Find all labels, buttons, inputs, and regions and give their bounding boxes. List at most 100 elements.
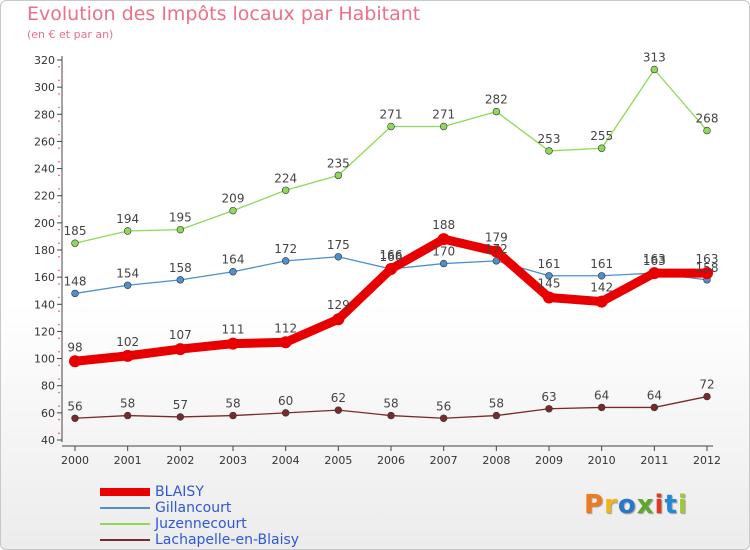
data-point-gillancourt <box>334 253 343 261</box>
y-minor-tick <box>58 133 60 136</box>
y-minor-tick <box>58 201 60 204</box>
data-label-juzennecourt: 235 <box>327 156 350 170</box>
data-label-juzennecourt: 268 <box>696 112 719 126</box>
legend-item-juzennecourt[interactable]: Juzennecourt <box>100 516 360 532</box>
y-minor-tick <box>58 228 60 231</box>
logo-letter: r <box>604 490 618 520</box>
data-label-juzennecourt: 271 <box>380 108 403 122</box>
y-tick-label: 200 <box>34 217 55 230</box>
data-point-gillancourt <box>71 289 79 298</box>
legend-label: BLAISY <box>155 484 204 500</box>
data-label-blaisy: 163 <box>643 252 666 266</box>
y-tick-label: 60 <box>41 407 55 420</box>
y-minor-tick <box>58 147 60 150</box>
data-point-lachapelle-en-blaisy <box>703 392 711 401</box>
data-label-blaisy: 112 <box>274 321 297 335</box>
data-label-lachapelle-en-blaisy: 56 <box>67 399 82 413</box>
legend-swatch-juzennecourt <box>100 523 150 525</box>
data-label-gillancourt: 154 <box>116 266 139 280</box>
y-minor-tick <box>58 106 60 109</box>
y-minor-tick <box>58 337 60 340</box>
proxiti-logo: Proxiti <box>584 490 688 520</box>
y-tick-label: 120 <box>34 325 55 338</box>
data-point-gillancourt <box>492 257 501 265</box>
data-point-blaisy <box>490 245 503 258</box>
data-point-blaisy <box>332 313 345 326</box>
x-tick-label: 2003 <box>219 454 247 467</box>
chart-title: Evolution des Impôts locaux par Habitant <box>27 3 421 25</box>
x-tick-label: 2011 <box>640 454 668 467</box>
chart-axes: 40 60 80 100 120 140 160 180 200 220 240 260 280 300 3… <box>34 54 721 467</box>
data-point-blaisy <box>227 337 239 350</box>
data-label-blaisy: 142 <box>590 281 613 295</box>
y-tick-label: 100 <box>34 353 55 366</box>
data-label-gillancourt: 161 <box>538 257 561 271</box>
data-point-blaisy <box>279 336 292 349</box>
data-point-juzennecourt <box>334 171 343 180</box>
legend-swatch-blaisy <box>100 488 150 496</box>
x-tick-label: 2009 <box>535 454 563 467</box>
legend-item-lachapelle-en-blaisy[interactable]: Lachapelle-en-Blaisy <box>100 532 360 548</box>
legend-swatch-gillancourt <box>100 507 150 509</box>
legend-item-blaisy[interactable]: BLAISY <box>100 484 360 500</box>
y-tick-label: 300 <box>34 81 55 94</box>
data-point-lachapelle-en-blaisy <box>123 411 132 420</box>
data-point-lachapelle-en-blaisy <box>545 405 553 413</box>
data-point-blaisy <box>543 291 555 304</box>
x-tick-label: 2012 <box>693 454 721 467</box>
data-point-blaisy <box>121 349 134 362</box>
data-label-lachapelle-en-blaisy: 58 <box>489 397 504 411</box>
y-minor-tick <box>58 215 60 217</box>
y-minor-tick <box>58 432 60 435</box>
x-tick-label: 2002 <box>166 454 194 467</box>
y-tick-label: 240 <box>34 163 55 176</box>
y-tick-label: 40 <box>41 434 55 447</box>
y-minor-tick <box>58 160 60 163</box>
data-label-gillancourt: 158 <box>696 261 719 275</box>
data-label-lachapelle-en-blaisy: 58 <box>225 397 240 411</box>
x-tick-label: 2007 <box>430 454 458 467</box>
y-minor-tick <box>58 93 60 95</box>
y-tick-label: 260 <box>34 135 55 148</box>
legend-label: Lachapelle-en-Blaisy <box>155 532 300 548</box>
data-label-blaisy: 166 <box>380 248 403 262</box>
data-point-juzennecourt <box>650 65 659 74</box>
y-tick-label: 320 <box>34 54 55 67</box>
data-point-blaisy <box>385 263 397 275</box>
x-tick-label: 2000 <box>61 454 89 467</box>
legend-swatch-lachapelle-en-blaisy <box>100 539 150 541</box>
chart-subtitle: (en € et par an) <box>27 28 114 41</box>
data-label-gillancourt: 172 <box>485 242 508 256</box>
x-tick-label: 2004 <box>272 454 300 467</box>
data-point-juzennecourt <box>545 147 553 155</box>
y-minor-tick <box>58 323 60 326</box>
data-point-gillancourt <box>597 272 606 280</box>
logo-letter: o <box>617 490 637 520</box>
y-minor-tick <box>58 120 60 122</box>
legend: BLAISY Gillancourt Juzennecourt Lachapel… <box>100 484 360 548</box>
y-minor-tick <box>58 391 60 394</box>
data-point-lachapelle-en-blaisy <box>387 411 395 420</box>
data-label-lachapelle-en-blaisy: 58 <box>383 397 398 411</box>
data-label-gillancourt: 161 <box>590 257 613 271</box>
data-label-blaisy: 179 <box>485 230 508 244</box>
y-minor-tick <box>58 79 60 82</box>
data-label-gillancourt: 172 <box>274 242 297 256</box>
data-point-juzennecourt <box>492 107 501 116</box>
data-point-blaisy <box>701 267 713 280</box>
y-minor-tick <box>58 378 60 380</box>
data-labels-layer: 185 194 195 209 224 235 271 271 282 253 255 313 268 1… <box>64 51 719 414</box>
y-tick-label: 80 <box>41 380 55 393</box>
data-point-juzennecourt <box>229 206 237 215</box>
data-label-lachapelle-en-blaisy: 64 <box>647 388 662 402</box>
y-minor-tick <box>58 283 60 285</box>
y-tick-label: 220 <box>34 190 55 203</box>
data-label-gillancourt: 175 <box>327 238 350 252</box>
data-point-gillancourt <box>229 268 237 276</box>
logo-letter: t <box>664 490 678 520</box>
data-point-blaisy <box>69 355 81 368</box>
legend-item-gillancourt[interactable]: Gillancourt <box>100 500 360 516</box>
legend-label: Gillancourt <box>155 500 232 516</box>
data-label-gillancourt: 170 <box>432 245 455 259</box>
